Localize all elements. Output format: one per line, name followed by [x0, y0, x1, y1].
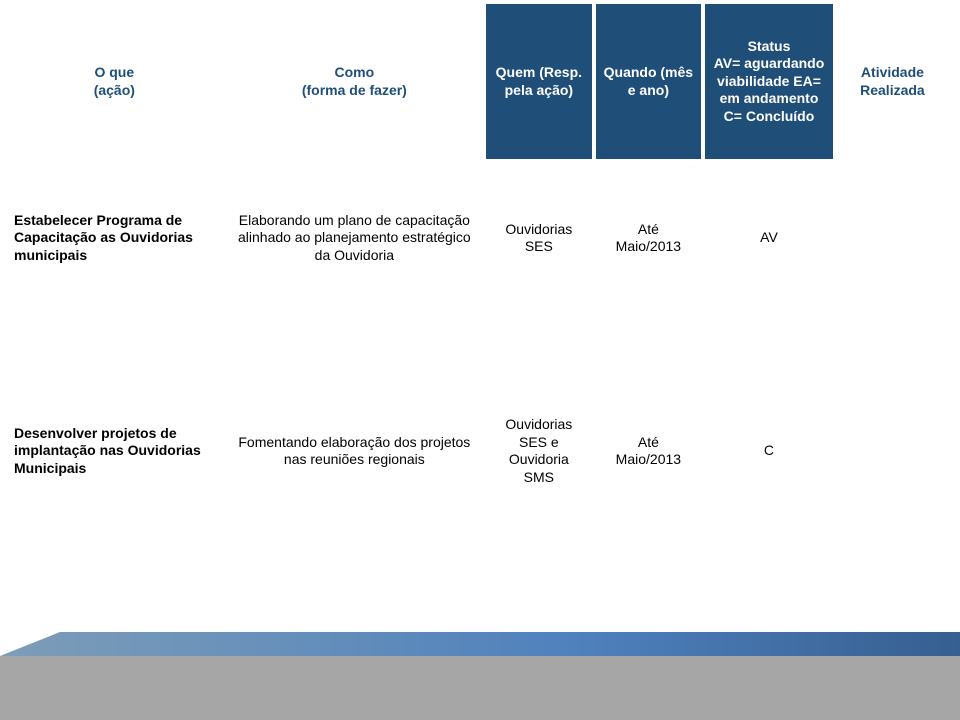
cell-quando: Até Maio/2013	[596, 163, 702, 313]
cell-quando: Até Maio/2013	[596, 376, 702, 526]
header-row: O que(ação) Como(forma de fazer) Quem (R…	[6, 4, 948, 159]
cell-acao: Desenvolver projetos de implantação nas …	[6, 376, 223, 526]
header-ativ: Atividade Realizada	[837, 4, 948, 159]
page-container: O que(ação) Como(forma de fazer) Quem (R…	[0, 0, 960, 720]
header-quem-bg: Quem (Resp. pela ação)	[486, 4, 592, 159]
header-quem: Quem (Resp. pela ação)	[494, 64, 584, 99]
cell-ativ	[837, 376, 948, 526]
cell-quem: Ouvidorias SES	[486, 163, 592, 313]
cell-status: AV	[705, 163, 833, 313]
cell-ativ	[837, 163, 948, 313]
divider-cell	[6, 317, 948, 372]
footer-decoration	[0, 632, 960, 720]
action-plan-table: O que(ação) Como(forma de fazer) Quem (R…	[2, 0, 952, 530]
table-row: Desenvolver projetos de implantação nas …	[6, 376, 948, 526]
cell-forma: Fomentando elaboração dos projetos nas r…	[227, 376, 482, 526]
header-quando: Quando (mês e ano)	[604, 64, 694, 99]
header-acao: O que(ação)	[6, 4, 223, 159]
header-status: StatusAV= aguardando viabilidade EA= em …	[713, 38, 825, 126]
header-quando-bg: Quando (mês e ano)	[596, 4, 702, 159]
cell-acao: Estabelecer Programa de Capacitação as O…	[6, 163, 223, 313]
cell-quem: Ouvidorias SES e Ouvidoria SMS	[486, 376, 592, 526]
header-forma: Como(forma de fazer)	[227, 4, 482, 159]
cell-status: C	[705, 376, 833, 526]
divider-row	[6, 317, 948, 372]
header-status-bg: StatusAV= aguardando viabilidade EA= em …	[705, 4, 833, 159]
table-row: Estabelecer Programa de Capacitação as O…	[6, 163, 948, 313]
cell-forma: Elaborando um plano de capacitação alinh…	[227, 163, 482, 313]
